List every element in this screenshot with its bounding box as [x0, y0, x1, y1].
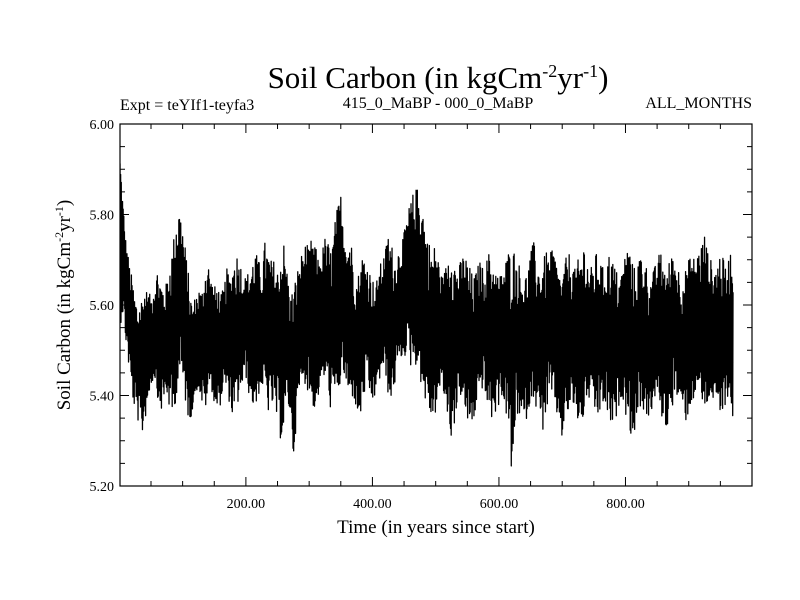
- experiment-label: Expt = teYIf1-teyfa3: [120, 97, 254, 114]
- y-tick-label: 5.40: [90, 390, 115, 405]
- y-tick-label: 5.80: [90, 209, 115, 224]
- y-tick-label: 5.20: [90, 480, 115, 495]
- y-tick-label: 6.00: [90, 118, 115, 133]
- axis-ticks: 200.00 400.00 600.00 800.00 5.20 5.40 5.60 5.80…: [90, 118, 752, 512]
- x-tick-label: 400.00: [353, 497, 392, 512]
- chart-title: Soil Carbon (in kgCm-2yr-1): [268, 60, 609, 95]
- x-axis-label: Time (in years since start): [337, 517, 535, 538]
- x-tick-label: 800.00: [606, 497, 645, 512]
- months-label: ALL_MONTHS: [645, 95, 752, 112]
- soil-carbon-series-line: [120, 163, 734, 467]
- data-layer: [120, 163, 734, 467]
- period-label: 415_0_MaBP - 000_0_MaBP: [343, 95, 534, 112]
- y-axis-label: Soil Carbon (in kgCm-2yr-1): [52, 200, 75, 411]
- x-tick-label: 600.00: [480, 497, 519, 512]
- y-tick-label: 5.60: [90, 299, 115, 314]
- x-tick-label: 200.00: [227, 497, 266, 512]
